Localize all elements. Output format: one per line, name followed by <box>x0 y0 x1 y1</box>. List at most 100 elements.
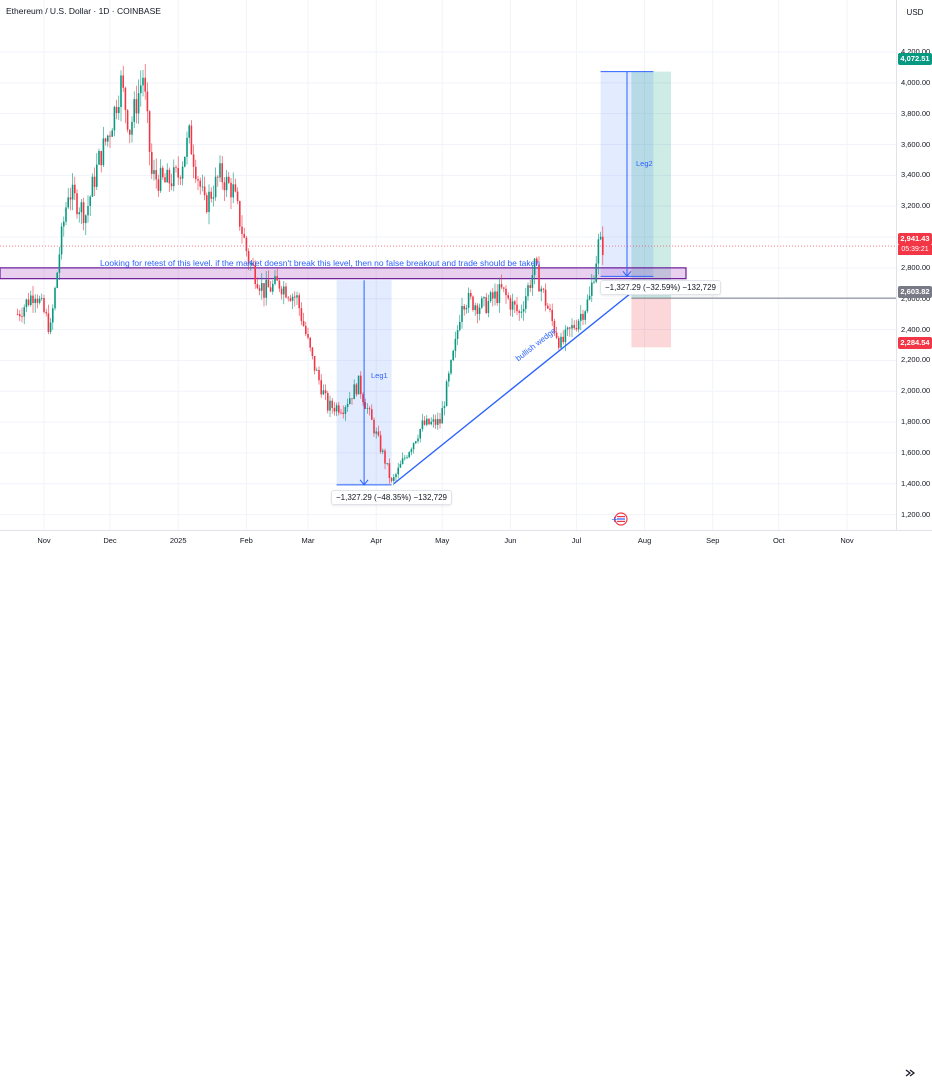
chart-area[interactable]: Ethereum / U.S. Dollar · 1D · COINBASE L… <box>0 0 896 530</box>
candle-body <box>309 337 311 348</box>
candle-body <box>595 263 597 282</box>
candle-body <box>219 163 221 178</box>
candle-body <box>318 369 320 381</box>
candle-body <box>371 409 373 420</box>
candle-body <box>135 99 138 114</box>
candle-body <box>364 402 366 409</box>
candle-body <box>555 332 558 338</box>
candle-body <box>25 299 28 308</box>
entry-price-tag: 2,603.82 <box>898 286 932 298</box>
candle-body <box>252 263 254 266</box>
candle-body <box>399 463 402 468</box>
candle-body <box>498 284 501 303</box>
candle-body <box>47 313 50 332</box>
candle-body <box>311 347 314 357</box>
candle-body <box>344 407 347 414</box>
candle-body <box>166 169 168 183</box>
candle-body <box>153 170 155 174</box>
candle-body <box>573 325 575 328</box>
candle-body <box>89 196 91 206</box>
candle-body <box>76 193 78 215</box>
candle-body <box>173 167 175 187</box>
candle-body <box>483 297 485 299</box>
time-tick-label: Jun <box>504 536 517 545</box>
candle-body <box>197 179 199 181</box>
candle-body <box>236 191 239 202</box>
position-profit-zone <box>631 71 671 299</box>
leg1-label[interactable]: Leg1 <box>371 371 388 380</box>
candle-body <box>221 163 223 183</box>
candle-body <box>467 293 470 308</box>
candle-body <box>417 438 419 442</box>
go-to-realtime-icon[interactable] <box>904 1066 916 1078</box>
candle-body <box>129 129 131 135</box>
candle-body <box>476 305 479 314</box>
currency-label[interactable]: USD <box>906 8 924 17</box>
candle-body <box>454 338 457 351</box>
candle-body <box>536 258 538 265</box>
candle-body <box>142 77 144 86</box>
candle-body <box>575 327 578 330</box>
candle-body <box>445 381 448 407</box>
candle-body <box>186 137 188 157</box>
candle-body <box>258 288 261 291</box>
leg2-measure-label[interactable]: −1,327.29 (−32.59%) −132,729 <box>600 280 721 295</box>
candle-body <box>41 297 43 299</box>
candle-body <box>289 298 292 301</box>
candle-body <box>494 291 496 299</box>
price-tick-label: 2,800.00 <box>901 262 931 272</box>
candle-body <box>509 298 512 310</box>
flag-events-icon[interactable]: + <box>611 512 629 526</box>
price-axis[interactable]: USD 1,200.00 1,400.00 1,600.00 1,800.00 2,00… <box>896 0 932 530</box>
candle-body <box>406 457 408 459</box>
candle-body <box>373 419 375 434</box>
candle-body <box>256 284 259 289</box>
candle-body <box>470 293 472 297</box>
price-chart[interactable] <box>0 0 896 530</box>
candle-body <box>434 419 437 425</box>
candle-body <box>208 191 210 213</box>
candle-body <box>329 400 331 411</box>
leg2-label[interactable]: Leg2 <box>636 159 653 168</box>
candle-body <box>278 280 281 289</box>
time-axis[interactable]: Nov Dec 2025 Feb Mar Apr May Jun Jul Aug Sep Oct Nov <box>0 530 932 1077</box>
candle-body <box>599 236 602 240</box>
candle-body <box>562 336 564 343</box>
candle-body <box>199 180 201 187</box>
candle-body <box>450 360 452 374</box>
candle-body <box>518 311 520 313</box>
candle-body <box>533 258 536 276</box>
candle-body <box>327 393 329 411</box>
price-tick-label: 2,000.00 <box>901 386 931 396</box>
symbol-title[interactable]: Ethereum / U.S. Dollar · 1D · COINBASE <box>6 6 161 16</box>
candle-body <box>423 420 426 425</box>
candle-body <box>100 151 102 166</box>
leg1-measure-label[interactable]: −1,327.29 (−48.35%) −132,729 <box>331 490 452 505</box>
position-loss-zone <box>631 298 671 348</box>
candle-body <box>538 264 540 292</box>
candle-body <box>419 428 421 439</box>
candle-body <box>366 408 369 410</box>
candle-body <box>82 202 85 224</box>
candle-body <box>307 334 309 338</box>
time-tick-label: Mar <box>301 536 315 545</box>
retest-annotation[interactable]: Looking for retest of this level. if the… <box>99 258 541 268</box>
candle-body <box>395 474 397 478</box>
candle-body <box>503 287 505 289</box>
candle-body <box>302 321 305 326</box>
candle-body <box>69 197 72 200</box>
candle-body <box>21 316 23 318</box>
candle-body <box>144 77 146 92</box>
candle-body <box>340 412 342 414</box>
candle-body <box>393 477 395 481</box>
candle-body <box>305 325 307 335</box>
time-tick-label: Nov <box>37 536 51 545</box>
candle-body <box>566 327 569 330</box>
candle-body <box>170 183 173 187</box>
svg-text:+: + <box>611 515 618 524</box>
candle-body <box>80 202 83 213</box>
candle-body <box>496 291 498 303</box>
candle-body <box>404 457 406 459</box>
candle-body <box>564 329 567 343</box>
candle-body <box>234 184 237 192</box>
